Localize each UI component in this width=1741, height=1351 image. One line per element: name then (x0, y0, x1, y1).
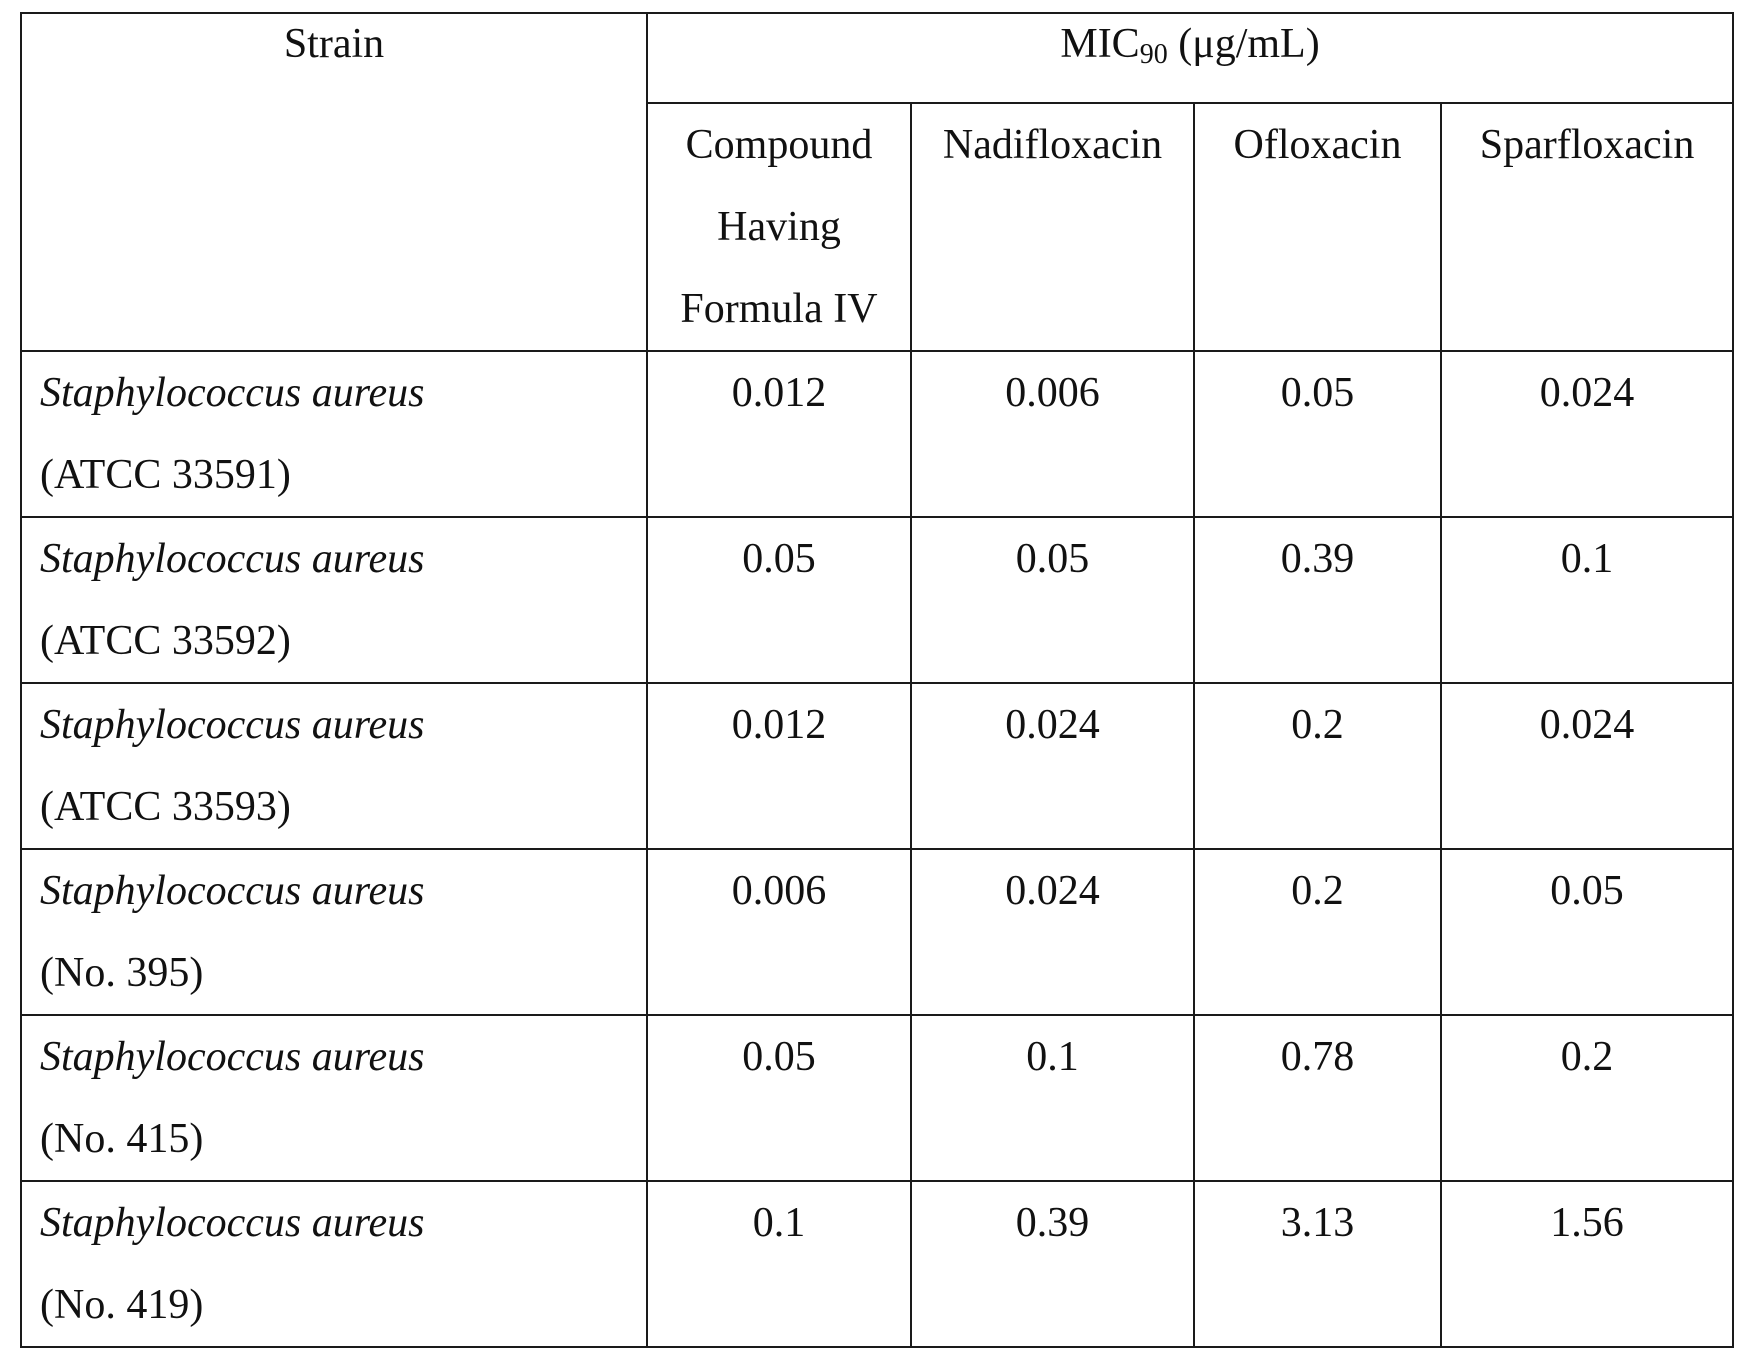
strain-cell: Staphylococcus aureus (ATCC 33592) (21, 517, 647, 683)
strain-id: (No. 415) (40, 1098, 646, 1180)
strain-cell: Staphylococcus aureus (ATCC 33593) (21, 683, 647, 849)
mic-value-nadifloxacin: 0.39 (911, 1181, 1194, 1347)
mic-value-ofloxacin: 0.39 (1194, 517, 1441, 683)
strain-species: Staphylococcus aureus (40, 352, 646, 434)
strain-id: (ATCC 33593) (40, 766, 646, 848)
strain-id: (No. 419) (40, 1264, 646, 1346)
strain-cell: Staphylococcus aureus (ATCC 33591) (21, 351, 647, 517)
mic-value-sparfloxacin: 1.56 (1441, 1181, 1733, 1347)
table-row: Staphylococcus aureus (No. 419) 0.1 0.39… (21, 1181, 1733, 1347)
mic-value-nadifloxacin: 0.006 (911, 351, 1194, 517)
column-header-compound-formula-iv: Compound Having Formula IV (647, 103, 911, 351)
column-header-sparfloxacin: Sparfloxacin (1441, 103, 1733, 351)
table-row: Staphylococcus aureus (ATCC 33591) 0.012… (21, 351, 1733, 517)
mic-value-compound: 0.006 (647, 849, 911, 1015)
mic-header-main: MIC (1060, 21, 1139, 67)
table-row: Staphylococcus aureus (ATCC 33592) 0.05 … (21, 517, 1733, 683)
strain-cell: Staphylococcus aureus (No. 415) (21, 1015, 647, 1181)
strain-cell: Staphylococcus aureus (No. 395) (21, 849, 647, 1015)
strain-cell: Staphylococcus aureus (No. 419) (21, 1181, 647, 1347)
mic-value-ofloxacin: 0.2 (1194, 849, 1441, 1015)
column-header-line: Nadifloxacin (943, 122, 1162, 168)
table-header-row-top: Strain MIC90 (μg/mL) (21, 13, 1733, 103)
column-header-line: Sparfloxacin (1480, 122, 1695, 168)
column-header-nadifloxacin: Nadifloxacin (911, 103, 1194, 351)
strain-species: Staphylococcus aureus (40, 850, 646, 932)
mic-value-ofloxacin: 3.13 (1194, 1181, 1441, 1347)
mic-value-sparfloxacin: 0.1 (1441, 517, 1733, 683)
strain-species: Staphylococcus aureus (40, 684, 646, 766)
table-row: Staphylococcus aureus (No. 415) 0.05 0.1… (21, 1015, 1733, 1181)
mic-value-nadifloxacin: 0.1 (911, 1015, 1194, 1181)
table-row: Staphylococcus aureus (No. 395) 0.006 0.… (21, 849, 1733, 1015)
mic-value-sparfloxacin: 0.2 (1441, 1015, 1733, 1181)
column-header-line: Compound (686, 122, 873, 168)
mic-value-ofloxacin: 0.05 (1194, 351, 1441, 517)
strain-id: (No. 395) (40, 932, 646, 1014)
mic-value-ofloxacin: 0.78 (1194, 1015, 1441, 1181)
column-header-line: Having (717, 204, 841, 250)
mic-value-nadifloxacin: 0.024 (911, 683, 1194, 849)
strain-header-label: Strain (284, 21, 384, 67)
mic-value-sparfloxacin: 0.024 (1441, 351, 1733, 517)
mic-header-unit: (μg/mL) (1168, 21, 1320, 67)
mic90-group-header: MIC90 (μg/mL) (647, 13, 1733, 103)
table-row: Staphylococcus aureus (ATCC 33593) 0.012… (21, 683, 1733, 849)
mic-value-sparfloxacin: 0.05 (1441, 849, 1733, 1015)
mic-value-compound: 0.05 (647, 1015, 911, 1181)
strain-species: Staphylococcus aureus (40, 1182, 646, 1264)
mic-value-ofloxacin: 0.2 (1194, 683, 1441, 849)
mic-value-sparfloxacin: 0.024 (1441, 683, 1733, 849)
mic-value-nadifloxacin: 0.024 (911, 849, 1194, 1015)
strain-id: (ATCC 33592) (40, 600, 646, 682)
column-header-line: Ofloxacin (1234, 122, 1402, 168)
strain-column-header: Strain (21, 13, 647, 351)
mic-header-subscript: 90 (1140, 39, 1168, 70)
strain-species: Staphylococcus aureus (40, 1016, 646, 1098)
mic-value-compound: 0.1 (647, 1181, 911, 1347)
mic-value-nadifloxacin: 0.05 (911, 517, 1194, 683)
mic90-table: Strain MIC90 (μg/mL) Compound Having For… (20, 12, 1734, 1348)
strain-id: (ATCC 33591) (40, 434, 646, 516)
column-header-line: Formula IV (680, 286, 877, 332)
mic-value-compound: 0.012 (647, 683, 911, 849)
column-header-ofloxacin: Ofloxacin (1194, 103, 1441, 351)
strain-species: Staphylococcus aureus (40, 518, 646, 600)
mic-value-compound: 0.012 (647, 351, 911, 517)
mic-value-compound: 0.05 (647, 517, 911, 683)
